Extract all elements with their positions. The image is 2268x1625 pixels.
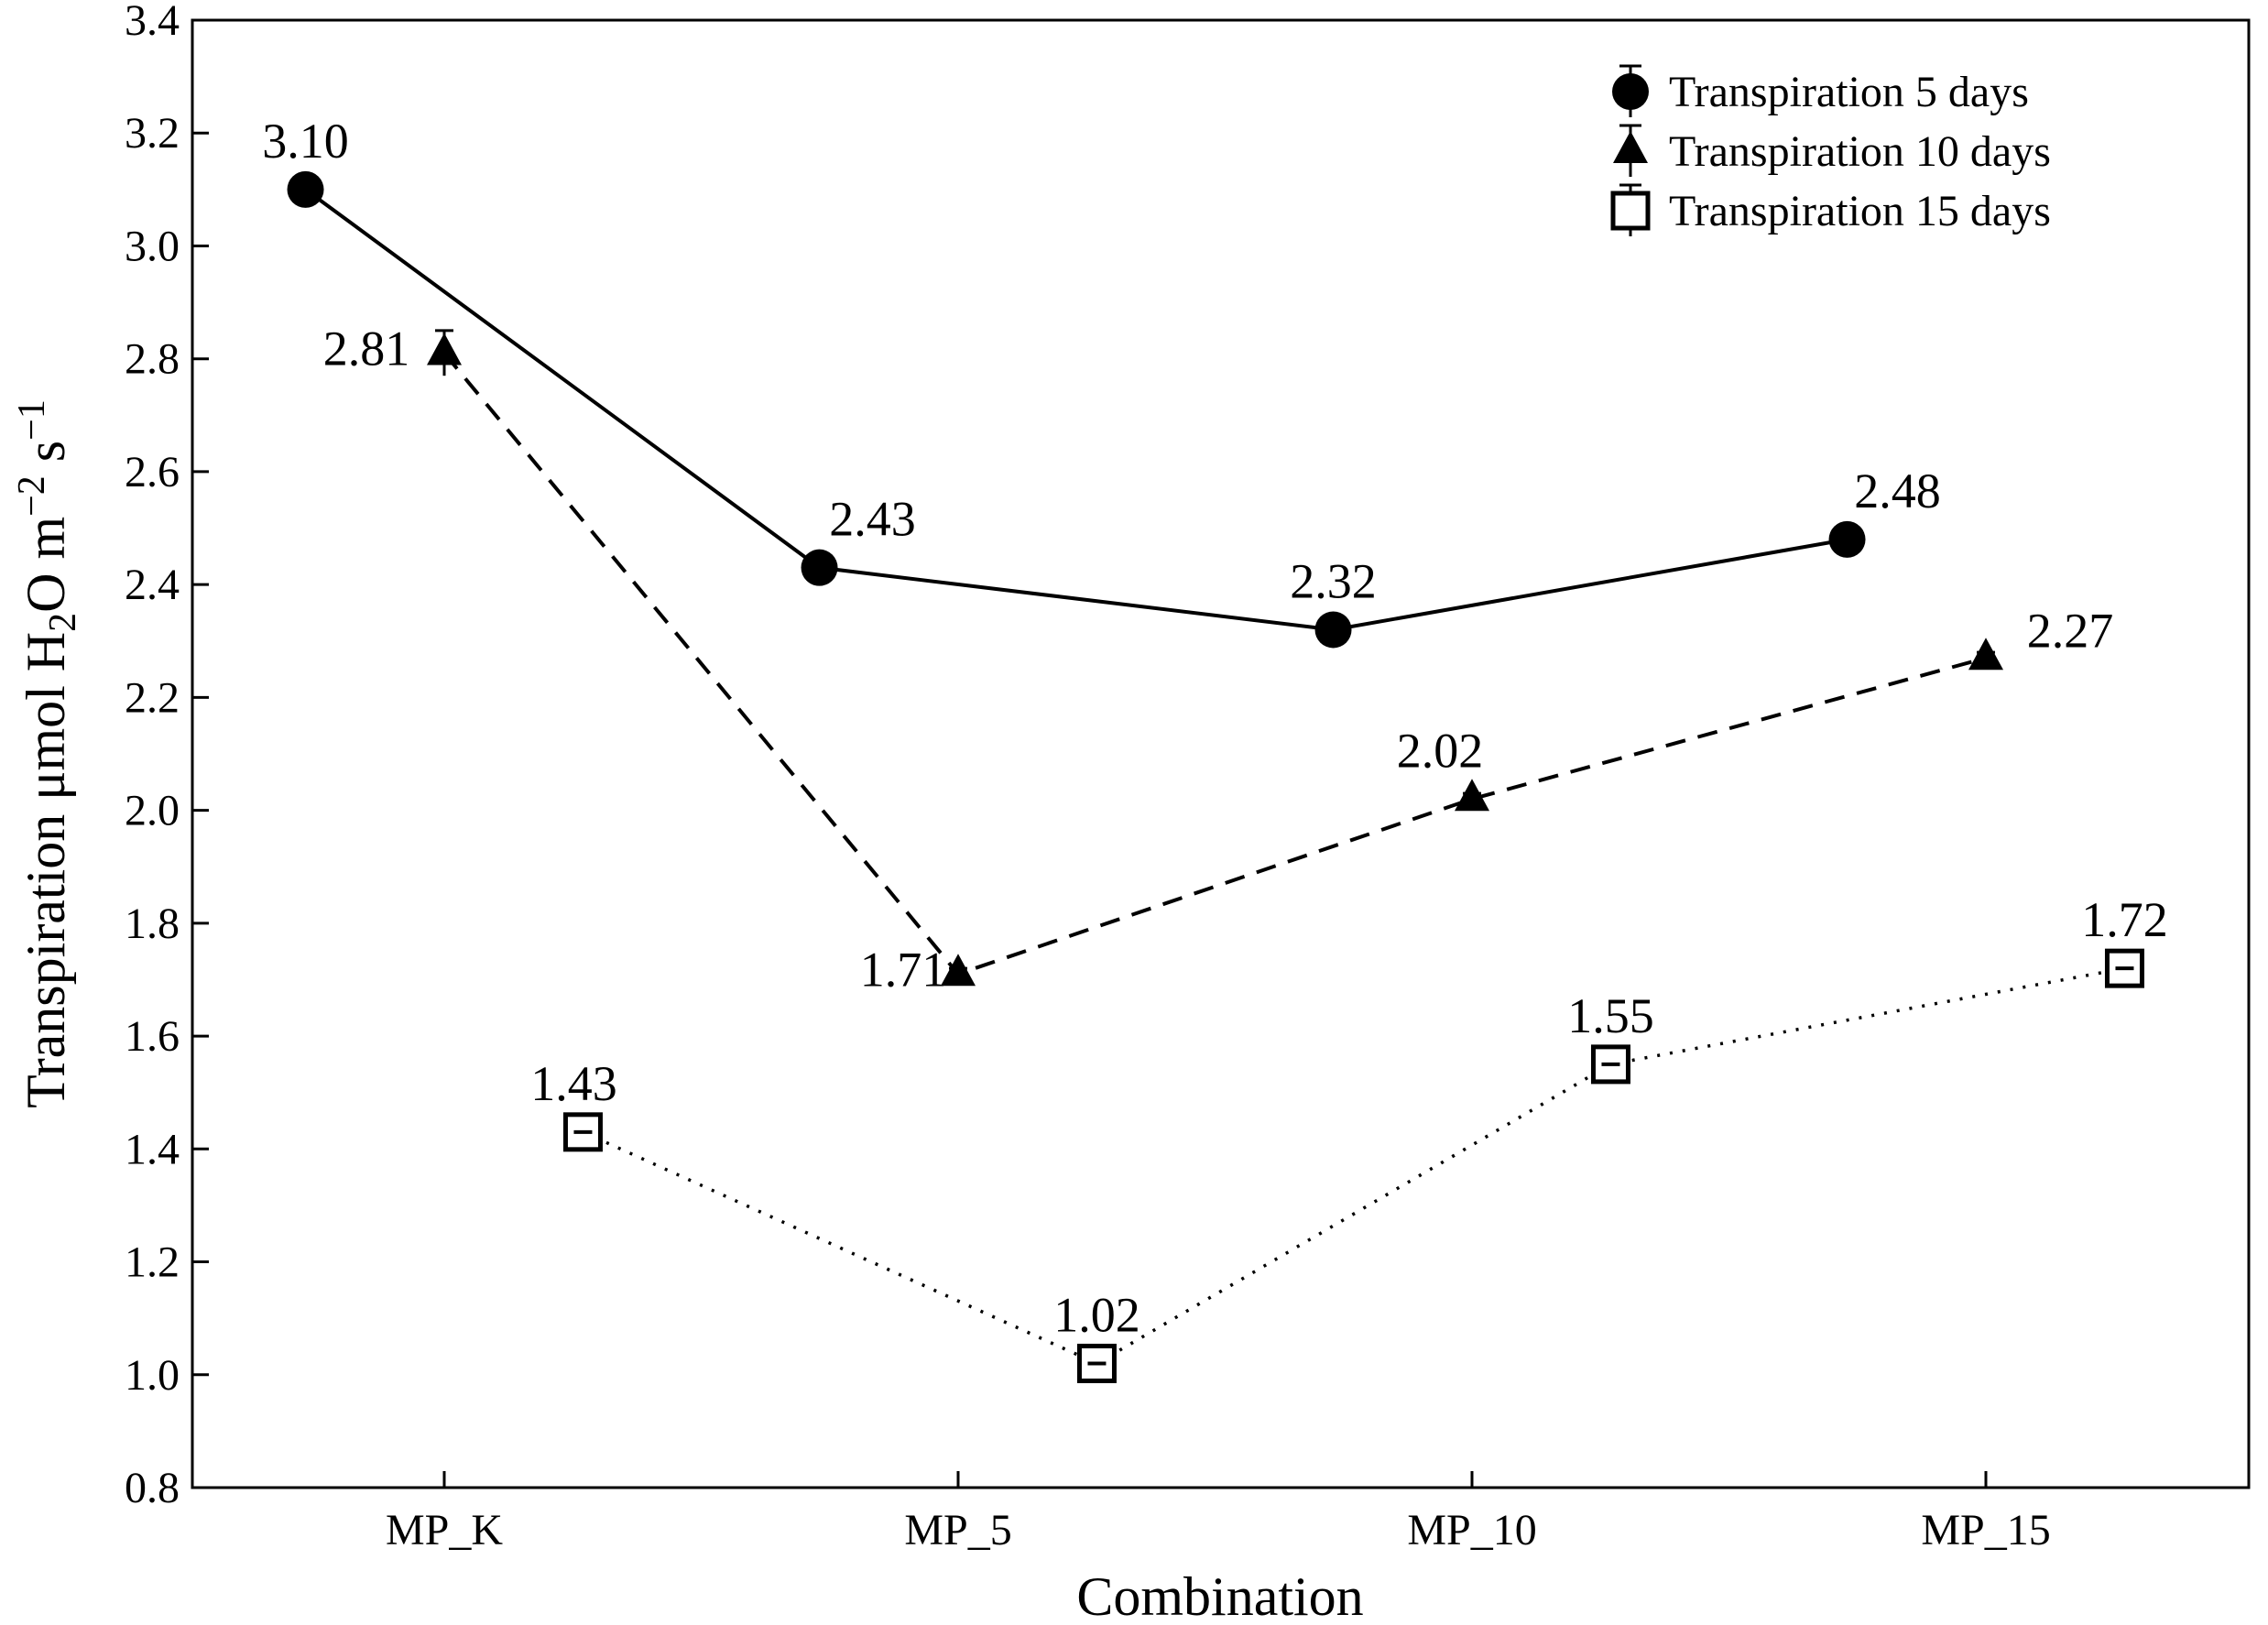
legend-label: Transpiration 15 days xyxy=(1669,187,2051,235)
series-1: 3.10 2.43 2.32 2.48 xyxy=(262,114,1941,649)
triangle-marker xyxy=(941,954,976,987)
y-tick-label: 3.0 xyxy=(125,222,180,270)
data-label: 2.32 xyxy=(1290,553,1377,608)
legend-item: Transpiration 10 days xyxy=(1613,124,2051,177)
square-marker xyxy=(1590,1044,1630,1085)
y-tick-label: 3.4 xyxy=(125,0,180,45)
y-tick-label: 2.2 xyxy=(125,673,180,722)
y-axis-title-sub: 2 xyxy=(42,613,84,632)
data-label: 1.72 xyxy=(2081,892,2168,947)
y-tick-label: 2.8 xyxy=(125,335,180,384)
x-tick-label: MP_15 xyxy=(1921,1506,2050,1554)
y-tick-label: 2.6 xyxy=(125,448,180,496)
x-tick-label: MP_5 xyxy=(904,1506,1011,1554)
legend-label: Transpiration 5 days xyxy=(1669,68,2029,116)
circle-marker xyxy=(1828,520,1866,558)
y-tick-label: 1.8 xyxy=(125,900,180,948)
y-tick-label: 1.6 xyxy=(125,1012,180,1061)
triangle-marker xyxy=(1613,131,1648,163)
series-layer: 3.10 2.43 2.32 2.48 2.81 1.71 2.02 2.27 1.43 1.02… xyxy=(262,114,2168,1383)
y-axis-title-mid2: s xyxy=(16,441,76,475)
y-tick-label: 2.0 xyxy=(125,787,180,835)
triangle-marker xyxy=(427,333,462,365)
circle-marker xyxy=(801,549,838,586)
y-tick-label: 1.2 xyxy=(125,1238,180,1287)
data-label: 2.27 xyxy=(2027,603,2114,658)
data-label: 1.43 xyxy=(530,1056,617,1111)
square-marker xyxy=(2104,948,2144,988)
y-axis-title-sup2: −1 xyxy=(11,399,53,441)
data-label: 2.02 xyxy=(1397,723,1484,778)
circle-marker xyxy=(1314,611,1352,649)
legend-item: Transpiration 15 days xyxy=(1610,183,2051,236)
y-axis-title-main: Transpiration μmol H xyxy=(16,632,76,1108)
series-3: 1.43 1.02 1.55 1.72 xyxy=(530,892,2168,1383)
legend-label: Transpiration 10 days xyxy=(1669,127,2051,176)
circle-marker xyxy=(1612,73,1649,110)
y-axis-ticks: 0.8 1.0 1.2 1.4 1.6 1.8 2.0 2.2 2.4 2.6 2.8 3.0 3.2 3… xyxy=(125,0,209,1512)
y-axis-title: Transpiration μmol H2O m−2 s−1 xyxy=(11,399,84,1108)
data-label: 1.02 xyxy=(1053,1287,1140,1342)
y-axis-title-mid: O m xyxy=(16,517,76,613)
triangle-marker xyxy=(1455,779,1489,812)
square-marker xyxy=(1610,191,1651,231)
data-label: 2.43 xyxy=(829,492,916,547)
y-tick-label: 1.0 xyxy=(125,1351,180,1400)
y-tick-label: 1.4 xyxy=(125,1125,180,1173)
y-tick-label: 2.4 xyxy=(125,561,180,609)
circle-marker xyxy=(287,170,324,208)
x-tick-label: MP_10 xyxy=(1407,1506,1536,1554)
plot-frame xyxy=(191,18,2251,1489)
y-tick-label: 3.2 xyxy=(125,109,180,158)
legend: Transpiration 5 days Transpiration 10 day… xyxy=(1610,64,2051,236)
x-tick-label: MP_K xyxy=(386,1506,503,1554)
series-2: 2.81 1.71 2.02 2.27 xyxy=(323,322,2114,998)
data-label: 2.48 xyxy=(1854,464,1941,518)
series-line xyxy=(304,188,1848,632)
data-label: 1.55 xyxy=(1567,988,1654,1043)
data-label: 1.71 xyxy=(860,942,947,997)
series-line xyxy=(442,352,1987,976)
y-tick-label: 0.8 xyxy=(125,1464,180,1512)
x-axis-ticks: MP_K MP_5 MP_10 MP_15 xyxy=(386,1471,2051,1554)
data-label: 3.10 xyxy=(262,114,349,169)
data-label: 2.81 xyxy=(323,322,410,376)
triangle-marker xyxy=(1968,638,2003,671)
legend-item: Transpiration 5 days xyxy=(1612,64,2029,117)
x-axis-title: Combination xyxy=(1076,1566,1363,1625)
series-line xyxy=(582,966,2125,1366)
y-axis-title-sup1: −2 xyxy=(11,475,53,517)
